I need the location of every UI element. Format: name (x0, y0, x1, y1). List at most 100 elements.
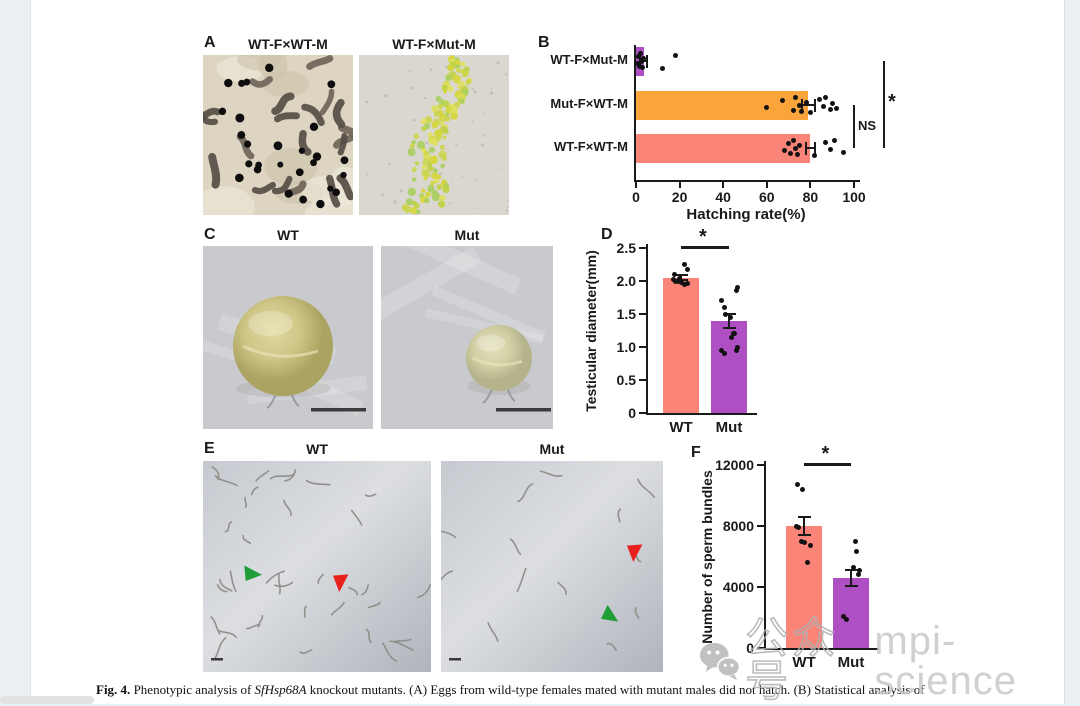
scatter-dot (794, 151, 800, 157)
y-tick-label: 0 (746, 640, 754, 656)
scatter-dot (807, 109, 813, 115)
scatter-dot (722, 311, 728, 317)
y-axis (764, 461, 766, 650)
y-tick (757, 586, 764, 588)
category-label: Mut (715, 419, 743, 436)
scatter-dot (798, 538, 804, 544)
sig-line (804, 463, 851, 466)
scatter-dot (639, 58, 644, 64)
charts-layer: 0 20 40 60 80 100 Hatching rate(%) WT-F×Mut-M Mu… (31, 0, 1064, 704)
x-tick-label: 40 (715, 189, 731, 205)
scatter-dot (792, 145, 798, 151)
category-label: Mut-F×WT-M (550, 96, 628, 111)
x-axis (646, 413, 757, 415)
error-line (728, 312, 730, 329)
panel-c-right-title: Mut (454, 227, 480, 243)
scatter-dot (850, 564, 856, 570)
scatter-dot (640, 64, 645, 70)
x-tick (722, 182, 725, 188)
scatter-dot (718, 298, 724, 304)
sig-line (681, 246, 729, 249)
bar (786, 526, 822, 648)
scatter-dot (781, 148, 787, 154)
x-tick (853, 182, 855, 188)
scatter-dot (718, 347, 724, 353)
scatter-dot (821, 104, 826, 110)
scatter-dot (816, 97, 822, 103)
scatter-dot (727, 314, 733, 320)
scatter-dot (812, 152, 818, 158)
scatter-dot (823, 140, 829, 146)
scatter-dot (641, 55, 647, 61)
category-label: WT (792, 654, 816, 671)
category-label: Mut (837, 654, 865, 671)
scatter-dot (734, 344, 740, 350)
error-line (800, 104, 816, 106)
sig-bracket-line (883, 61, 885, 148)
browser-corner-pill (0, 696, 94, 704)
y-tick (639, 280, 646, 282)
scatter-dot (855, 572, 861, 578)
panel-e-right-title: Mut (539, 441, 565, 457)
y-tick (639, 247, 646, 249)
scatter-dot (827, 147, 833, 153)
scatter-dot (684, 266, 690, 272)
scatter-dot (733, 288, 739, 294)
scatter-dot (856, 567, 862, 573)
sig-label: * (821, 443, 830, 465)
scatter-dot (635, 54, 641, 59)
panel-e-label: E (204, 440, 215, 457)
x-tick (765, 182, 768, 188)
photo-unhatched-eggs (359, 55, 509, 215)
scatter-dot (843, 616, 849, 622)
panel-e-left-title: WT (306, 441, 328, 457)
bar (663, 277, 699, 413)
y-axis-title: Number of sperm bundles (699, 469, 715, 644)
photo-testis-wt (203, 246, 373, 429)
x-axis (764, 648, 879, 650)
y-tick (639, 379, 646, 381)
scatter-dot (788, 150, 794, 156)
bar (636, 90, 809, 120)
sig-label: * (699, 226, 707, 248)
figure-caption: Fig. 4. Phenotypic analysis of SfHsp68A … (96, 682, 998, 698)
x-tick (678, 182, 681, 188)
scatter-dot (681, 262, 687, 267)
y-tick-label: 4000 (722, 579, 754, 595)
panel-f-label: F (691, 444, 701, 461)
y-tick-label: 12000 (715, 457, 754, 473)
scatter-dot (676, 275, 682, 281)
scatter-dot (672, 53, 678, 59)
scatter-dot (829, 100, 835, 106)
error-cap (813, 142, 816, 155)
category-label: WT-F×Mut-M (550, 52, 628, 67)
y-tick-label: 1.0 (616, 339, 636, 355)
x-tick-label: 0 (632, 189, 640, 205)
x-tick-label: 80 (802, 189, 819, 205)
scatter-dot (853, 549, 859, 555)
y-tick-label: 8000 (722, 518, 754, 534)
caption-gene-name: SfHsp68A (254, 682, 307, 697)
scatter-dot (730, 331, 736, 337)
y-tick-label: 1.5 (616, 306, 636, 322)
scatter-dot (852, 538, 858, 544)
y-tick (639, 346, 646, 348)
x-tick-label: 20 (671, 189, 688, 205)
panel-b-label: B (538, 34, 550, 51)
bar (636, 133, 811, 163)
scatter-dot (792, 95, 798, 101)
y-axis (634, 45, 636, 182)
x-axis-title: Hatching rate(%) (686, 206, 806, 223)
caption-fig-label: Fig. 4. (96, 682, 131, 697)
scatter-dot (684, 281, 690, 287)
scatter-dot (681, 281, 687, 287)
scatter-dot (799, 108, 805, 114)
scatter-dot (807, 543, 813, 549)
panel-a-label: A (204, 34, 216, 51)
panel-c-label: C (204, 226, 216, 243)
photo-sperm-bundles-mut (441, 461, 663, 672)
y-tick-label: 0.5 (616, 372, 636, 388)
bar (711, 320, 747, 413)
larvae-image (203, 55, 353, 215)
scatter-dot (834, 106, 840, 112)
